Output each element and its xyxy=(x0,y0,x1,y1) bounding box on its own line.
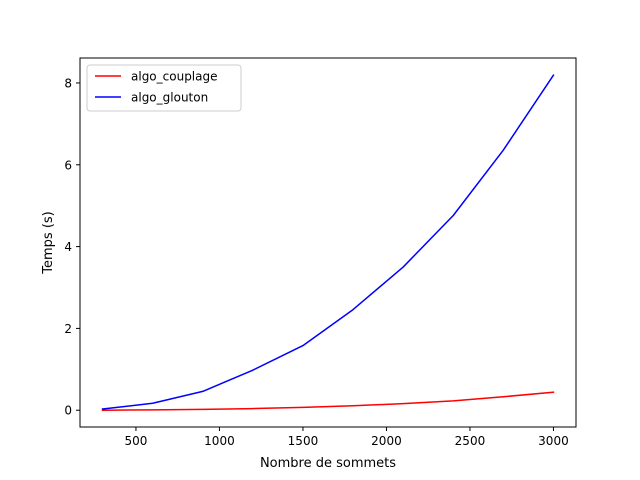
y-tick-label: 6 xyxy=(64,158,72,172)
x-axis-ticks: 500 1000 1500 2000 2500 3000 xyxy=(124,427,569,448)
y-axis-label: Temps (s) xyxy=(41,211,56,274)
x-tick-label: 2000 xyxy=(371,434,402,448)
x-axis-label: Nombre de sommets xyxy=(260,456,396,471)
x-tick-label: 500 xyxy=(124,434,147,448)
plot-frame xyxy=(79,57,577,428)
y-tick-label: 4 xyxy=(64,240,72,254)
series-layer xyxy=(101,74,555,411)
x-tick-label: 1500 xyxy=(288,434,319,448)
y-axis-ticks: 0 2 4 6 8 xyxy=(64,76,80,418)
y-tick-label: 0 xyxy=(64,404,72,418)
legend: algo_couplage algo_glouton xyxy=(86,64,242,112)
legend-box xyxy=(86,64,242,112)
y-tick-label: 8 xyxy=(64,76,72,90)
plot-area xyxy=(80,58,576,427)
legend-label-algo_couplage: algo_couplage xyxy=(131,70,218,84)
x-tick-label: 1000 xyxy=(204,434,235,448)
legend-label-algo_glouton: algo_glouton xyxy=(131,91,208,105)
series-line-algo_couplage xyxy=(101,391,555,411)
x-tick-label: 3000 xyxy=(538,434,569,448)
y-tick-label: 2 xyxy=(64,322,72,336)
x-tick-label: 2500 xyxy=(455,434,486,448)
series-line-algo_glouton xyxy=(101,74,555,410)
